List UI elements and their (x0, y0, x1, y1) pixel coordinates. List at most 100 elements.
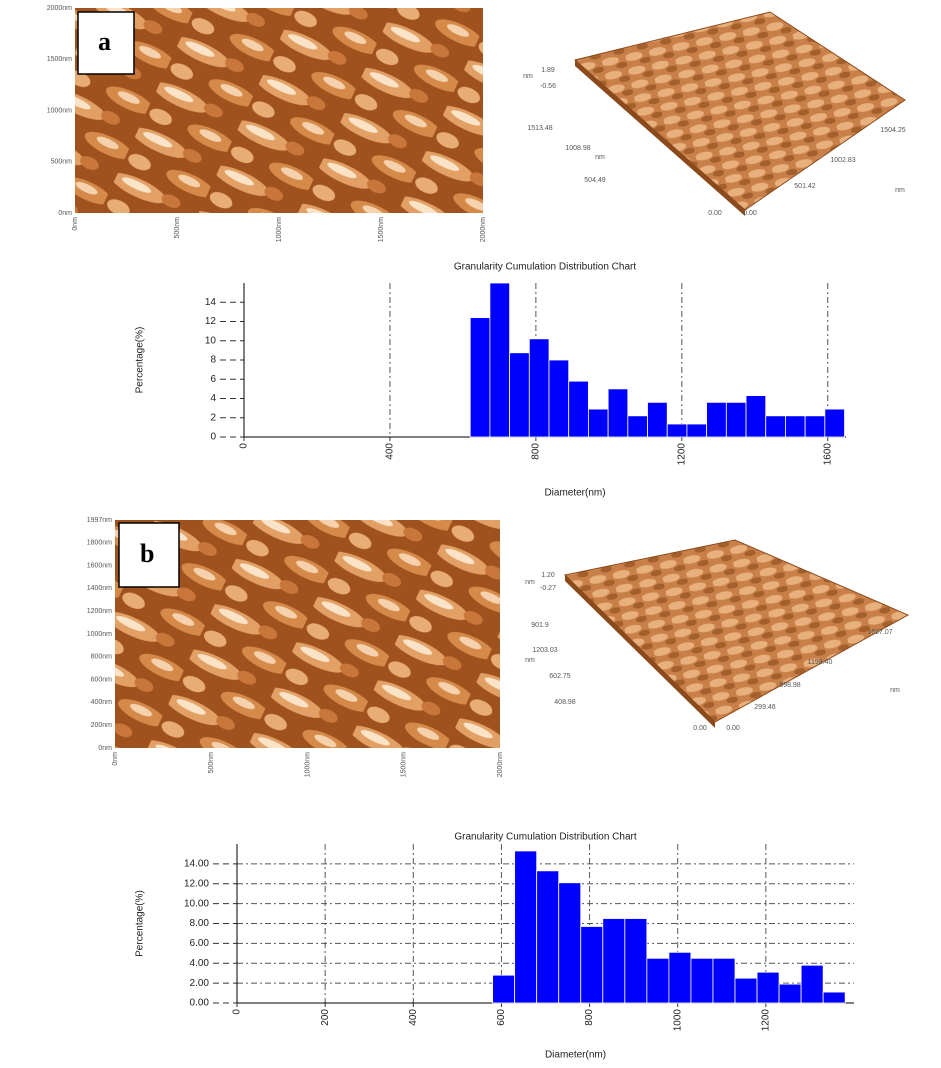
image-y-tick-label: 600nm (91, 676, 113, 683)
x-tick-label: 200 (320, 1009, 331, 1026)
bar (745, 395, 767, 438)
surface-label: 1008.98 (565, 145, 590, 152)
y-tick-label: 4 (210, 393, 216, 404)
bar (800, 964, 824, 1004)
x-tick-label: 0 (232, 1009, 243, 1015)
surface-label: 501.42 (794, 183, 816, 190)
surface-label: 1.89 (541, 67, 555, 74)
bar (785, 415, 806, 438)
surface-label: nm (525, 579, 535, 586)
x-tick-label: 400 (408, 1009, 419, 1026)
surface-label: 0.00 (708, 210, 722, 217)
image-y-tick-label: 1500nm (47, 56, 72, 63)
image-y-tick-label: 400nm (91, 699, 113, 706)
image-x-tick-label: 2000nm (497, 752, 504, 777)
bar (706, 401, 727, 438)
panel-box (77, 11, 135, 75)
x-axis-label: Diameter(nm) (544, 488, 605, 499)
surface-label: 0.00 (726, 725, 740, 732)
bar (509, 352, 530, 438)
chart-title: Granularity Cumulation Distribution Char… (454, 262, 637, 273)
x-tick-label: 600 (496, 1009, 507, 1026)
chart-title: Granularity Cumulation Distribution Char… (454, 832, 637, 843)
image-x-tick-label: 0nm (72, 217, 79, 231)
image-x-tick-label: 500nm (208, 752, 215, 774)
bar (548, 359, 570, 438)
surface-label: 1697.07 (867, 629, 892, 636)
surface-label: 0.00 (743, 210, 757, 217)
bar (469, 317, 491, 438)
image-x-tick-label: 1000nm (276, 217, 283, 242)
y-tick-label: 2.00 (190, 978, 210, 989)
y-tick-label: 14 (205, 297, 217, 308)
bar (602, 918, 626, 1004)
y-tick-label: 4.00 (190, 958, 210, 969)
surface-label: 1198.40 (808, 659, 833, 666)
bar (765, 415, 786, 438)
panel-label: a (98, 27, 111, 56)
x-tick-label: 1600 (822, 443, 833, 466)
surface-label: 504.49 (584, 177, 606, 184)
bar (725, 401, 747, 438)
image-y-tick-label: 1997nm (87, 517, 112, 524)
bar (489, 282, 511, 438)
y-tick-label: 6 (210, 374, 216, 385)
y-axis-label: Percentage(%) (135, 327, 146, 394)
y-tick-label: 14.00 (184, 859, 209, 870)
surface-label: 299.46 (754, 704, 776, 711)
bar (686, 423, 708, 438)
surface-label: nm (523, 73, 533, 80)
afm-image (75, 8, 483, 213)
image-y-tick-label: 2000nm (47, 5, 72, 12)
afm-surface (573, 11, 906, 211)
image-y-tick-label: 200nm (91, 722, 113, 729)
y-tick-label: 10 (205, 335, 217, 346)
surface-label: nm (890, 687, 900, 694)
bar (824, 408, 845, 438)
bar (528, 338, 550, 438)
image-x-tick-label: 0nm (112, 752, 119, 766)
surface-label: 408.98 (554, 699, 576, 706)
bar (734, 977, 758, 1004)
image-y-tick-label: 0nm (98, 745, 112, 752)
image-x-tick-label: 1500nm (378, 217, 385, 242)
image-x-tick-label: 1500nm (401, 752, 408, 777)
afm-surface-edge (565, 575, 715, 728)
surface-label: 1.20 (541, 572, 555, 579)
bar (492, 974, 516, 1004)
y-tick-label: 2 (210, 412, 216, 423)
surface-label: 1504.25 (880, 127, 905, 134)
surface-label: 1203.03 (532, 647, 557, 654)
bar (712, 957, 736, 1004)
image-y-tick-label: 1400nm (87, 585, 112, 592)
x-tick-label: 800 (584, 1009, 595, 1026)
x-tick-label: 400 (385, 443, 396, 460)
image-y-tick-label: 1800nm (87, 540, 112, 547)
bar (627, 415, 648, 438)
afm-surface-edge (575, 60, 745, 216)
bar (536, 870, 560, 1004)
surface-label: -0.27 (540, 585, 556, 592)
image-y-tick-label: 500nm (51, 159, 73, 166)
surface-label: nm (525, 657, 535, 664)
surface-label: 602.75 (549, 673, 571, 680)
bar (580, 926, 604, 1004)
x-tick-label: 800 (531, 443, 542, 460)
surface-label: 1002.83 (830, 157, 855, 164)
bar (690, 957, 714, 1004)
bar (822, 991, 846, 1004)
bar (647, 401, 668, 438)
x-tick-label: 1000 (672, 1009, 683, 1032)
bar (514, 850, 538, 1004)
x-tick-label: 1200 (760, 1009, 771, 1032)
bar (668, 951, 692, 1004)
bar (607, 388, 629, 438)
surface-label: nm (595, 154, 605, 161)
bar (666, 423, 688, 438)
y-tick-label: 12 (205, 316, 217, 327)
image-x-tick-label: 1000nm (304, 752, 311, 777)
x-tick-label: 1200 (676, 443, 687, 466)
x-axis-label: Diameter(nm) (545, 1050, 606, 1061)
y-tick-label: 6.00 (190, 938, 210, 949)
